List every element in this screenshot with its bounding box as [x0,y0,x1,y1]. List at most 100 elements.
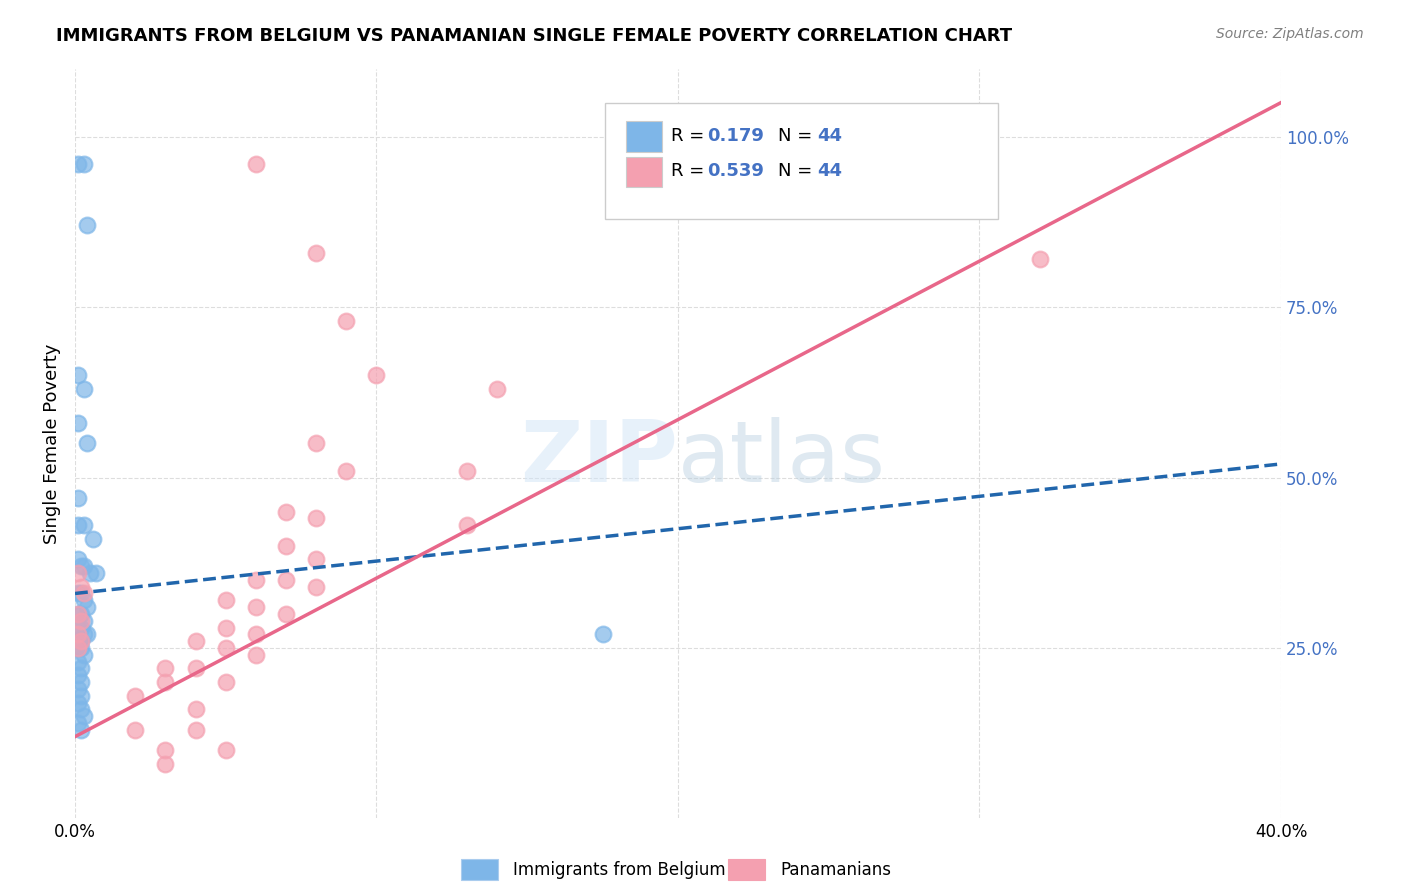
Text: 0.179: 0.179 [707,127,763,145]
Point [456,518,478,533]
Point [184,702,207,716]
Point [184,634,207,648]
Point [73,709,96,723]
Point [73,614,96,628]
Point [73,157,96,171]
Point [66,566,89,580]
Point [305,436,328,450]
Point [245,648,267,662]
Text: Source: ZipAtlas.com: Source: ZipAtlas.com [1216,27,1364,41]
Point [66,634,89,648]
Point [66,368,89,383]
Point [66,640,89,655]
Point [66,716,89,731]
Point [70,675,93,690]
Point [274,505,297,519]
Point [155,675,177,690]
Point [76,219,98,233]
Point [70,634,93,648]
Point [73,593,96,607]
Point [274,539,297,553]
Point [215,621,238,635]
Point [66,607,89,621]
Point [70,580,93,594]
Text: R =: R = [671,162,710,180]
Point [70,702,93,716]
Point [84,566,107,580]
Point [73,559,96,574]
Point [76,627,98,641]
Point [592,627,614,641]
Text: 0.539: 0.539 [707,162,763,180]
Point [245,157,267,171]
Text: R =: R = [671,127,710,145]
Text: 44: 44 [817,127,842,145]
Text: ZIP: ZIP [520,417,678,500]
Text: Immigrants from Belgium: Immigrants from Belgium [513,861,725,879]
Point [305,552,328,566]
Point [124,689,146,703]
Point [70,607,93,621]
Point [124,723,146,737]
Point [66,655,89,669]
Text: 44: 44 [817,162,842,180]
Point [70,723,93,737]
Point [184,661,207,675]
Point [66,607,89,621]
Point [76,600,98,615]
Point [245,627,267,641]
Point [456,464,478,478]
Point [274,573,297,587]
Point [66,681,89,696]
Point [66,621,89,635]
Point [215,743,238,757]
Point [73,648,96,662]
Point [335,314,357,328]
Point [305,580,328,594]
Point [66,586,89,600]
Point [66,640,89,655]
Point [70,614,93,628]
Point [70,621,93,635]
Point [66,552,89,566]
Point [486,382,509,396]
Point [66,491,89,505]
Point [73,586,96,600]
Point [215,675,238,690]
Text: IMMIGRANTS FROM BELGIUM VS PANAMANIAN SINGLE FEMALE POVERTY CORRELATION CHART: IMMIGRANTS FROM BELGIUM VS PANAMANIAN SI… [56,27,1012,45]
Point [155,661,177,675]
Point [1029,252,1052,267]
Point [82,532,104,546]
Point [73,382,96,396]
Point [70,640,93,655]
Point [305,245,328,260]
Point [305,511,328,525]
Point [76,436,98,450]
Point [66,668,89,682]
Point [70,661,93,675]
Point [245,573,267,587]
Point [245,600,267,615]
Point [155,743,177,757]
Point [70,559,93,574]
Point [66,157,89,171]
Point [335,464,357,478]
Y-axis label: Single Female Poverty: Single Female Poverty [44,343,60,544]
Point [79,566,101,580]
Point [215,640,238,655]
Point [66,416,89,430]
Text: Panamanians: Panamanians [780,861,891,879]
Point [184,723,207,737]
Point [215,593,238,607]
Text: atlas: atlas [678,417,886,500]
Text: N =: N = [778,127,817,145]
Text: N =: N = [778,162,817,180]
Point [66,627,89,641]
Point [70,634,93,648]
Point [366,368,388,383]
Point [73,518,96,533]
Point [66,518,89,533]
Point [73,627,96,641]
Point [66,696,89,710]
Point [155,756,177,771]
